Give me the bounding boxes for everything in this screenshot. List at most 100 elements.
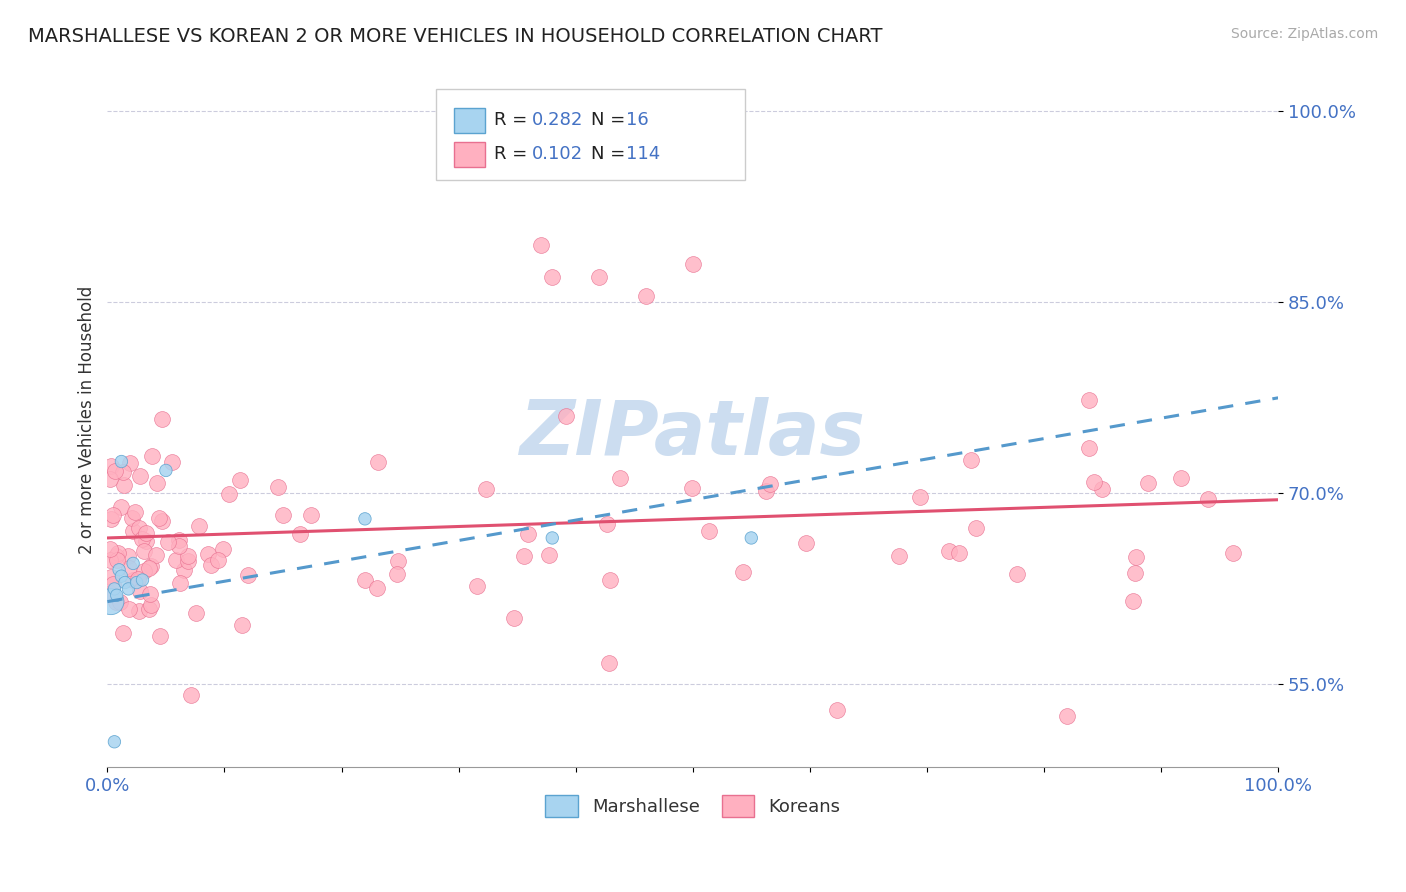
- Point: [162, 455, 184, 469]
- Point: [229, 473, 252, 487]
- Point: [127, 572, 149, 586]
- Text: R =: R =: [494, 145, 533, 163]
- Point: [121, 511, 143, 525]
- Point: [135, 533, 157, 548]
- Point: [541, 531, 564, 545]
- Point: [169, 576, 191, 591]
- Point: [103, 582, 125, 596]
- Point: [596, 516, 619, 531]
- Point: [125, 575, 148, 590]
- Point: [517, 526, 540, 541]
- Text: 16: 16: [626, 112, 648, 129]
- Point: [825, 703, 848, 717]
- Point: [555, 409, 578, 424]
- Point: [681, 481, 703, 495]
- Point: [104, 595, 127, 609]
- Point: [366, 581, 388, 595]
- Point: [908, 490, 931, 504]
- Point: [117, 582, 139, 596]
- Point: [128, 603, 150, 617]
- Point: [107, 546, 129, 560]
- Point: [118, 601, 141, 615]
- Legend: Marshallese, Koreans: Marshallese, Koreans: [538, 788, 848, 824]
- Point: [598, 656, 620, 670]
- Point: [1083, 475, 1105, 490]
- Point: [104, 464, 127, 478]
- Point: [1222, 546, 1244, 560]
- Point: [465, 579, 488, 593]
- Point: [138, 587, 160, 601]
- Point: [156, 535, 179, 549]
- Point: [1007, 567, 1029, 582]
- Point: [100, 512, 122, 526]
- Point: [1125, 550, 1147, 565]
- Point: [167, 539, 190, 553]
- Point: [118, 560, 141, 574]
- Text: 114: 114: [626, 145, 659, 163]
- Point: [354, 512, 377, 526]
- Point: [98, 471, 121, 485]
- Point: [165, 552, 187, 566]
- Point: [731, 565, 754, 579]
- Point: [1122, 593, 1144, 607]
- Point: [177, 549, 200, 564]
- Point: [110, 569, 132, 583]
- Point: [387, 554, 409, 568]
- Point: [960, 453, 983, 467]
- Text: N =: N =: [591, 112, 630, 129]
- Point: [271, 508, 294, 522]
- Point: [104, 549, 127, 563]
- Point: [122, 557, 145, 571]
- Point: [117, 549, 139, 563]
- Point: [1170, 470, 1192, 484]
- Point: [475, 482, 498, 496]
- Point: [98, 553, 121, 567]
- Point: [146, 476, 169, 491]
- Point: [697, 524, 720, 538]
- Point: [141, 449, 163, 463]
- Point: [138, 560, 160, 574]
- Point: [105, 588, 128, 602]
- Point: [267, 480, 290, 494]
- Point: [105, 553, 128, 567]
- Point: [132, 564, 155, 578]
- Point: [938, 543, 960, 558]
- Point: [98, 542, 121, 557]
- Point: [111, 626, 134, 640]
- Point: [128, 521, 150, 535]
- Point: [682, 257, 704, 271]
- Point: [1090, 483, 1112, 497]
- Point: [129, 469, 152, 483]
- Point: [180, 688, 202, 702]
- Point: [212, 541, 235, 556]
- Point: [100, 594, 122, 608]
- Point: [218, 487, 240, 501]
- Point: [634, 289, 657, 303]
- Point: [197, 547, 219, 561]
- Point: [537, 548, 560, 562]
- Point: [1137, 476, 1160, 491]
- Point: [887, 549, 910, 563]
- Point: [167, 533, 190, 547]
- Point: [118, 456, 141, 470]
- Text: 0.102: 0.102: [531, 145, 582, 163]
- Point: [759, 477, 782, 491]
- Point: [124, 505, 146, 519]
- Point: [112, 465, 135, 479]
- Point: [200, 558, 222, 572]
- Point: [122, 573, 145, 587]
- Text: Source: ZipAtlas.com: Source: ZipAtlas.com: [1230, 27, 1378, 41]
- Point: [299, 508, 322, 522]
- Point: [1077, 441, 1099, 455]
- Point: [112, 478, 135, 492]
- Point: [131, 532, 153, 546]
- Point: [502, 611, 524, 625]
- Text: 0.282: 0.282: [531, 112, 583, 129]
- Point: [150, 514, 173, 528]
- Point: [354, 573, 377, 587]
- Point: [231, 618, 253, 632]
- Point: [367, 455, 389, 469]
- Point: [132, 544, 155, 558]
- Point: [173, 563, 195, 577]
- Point: [387, 567, 409, 582]
